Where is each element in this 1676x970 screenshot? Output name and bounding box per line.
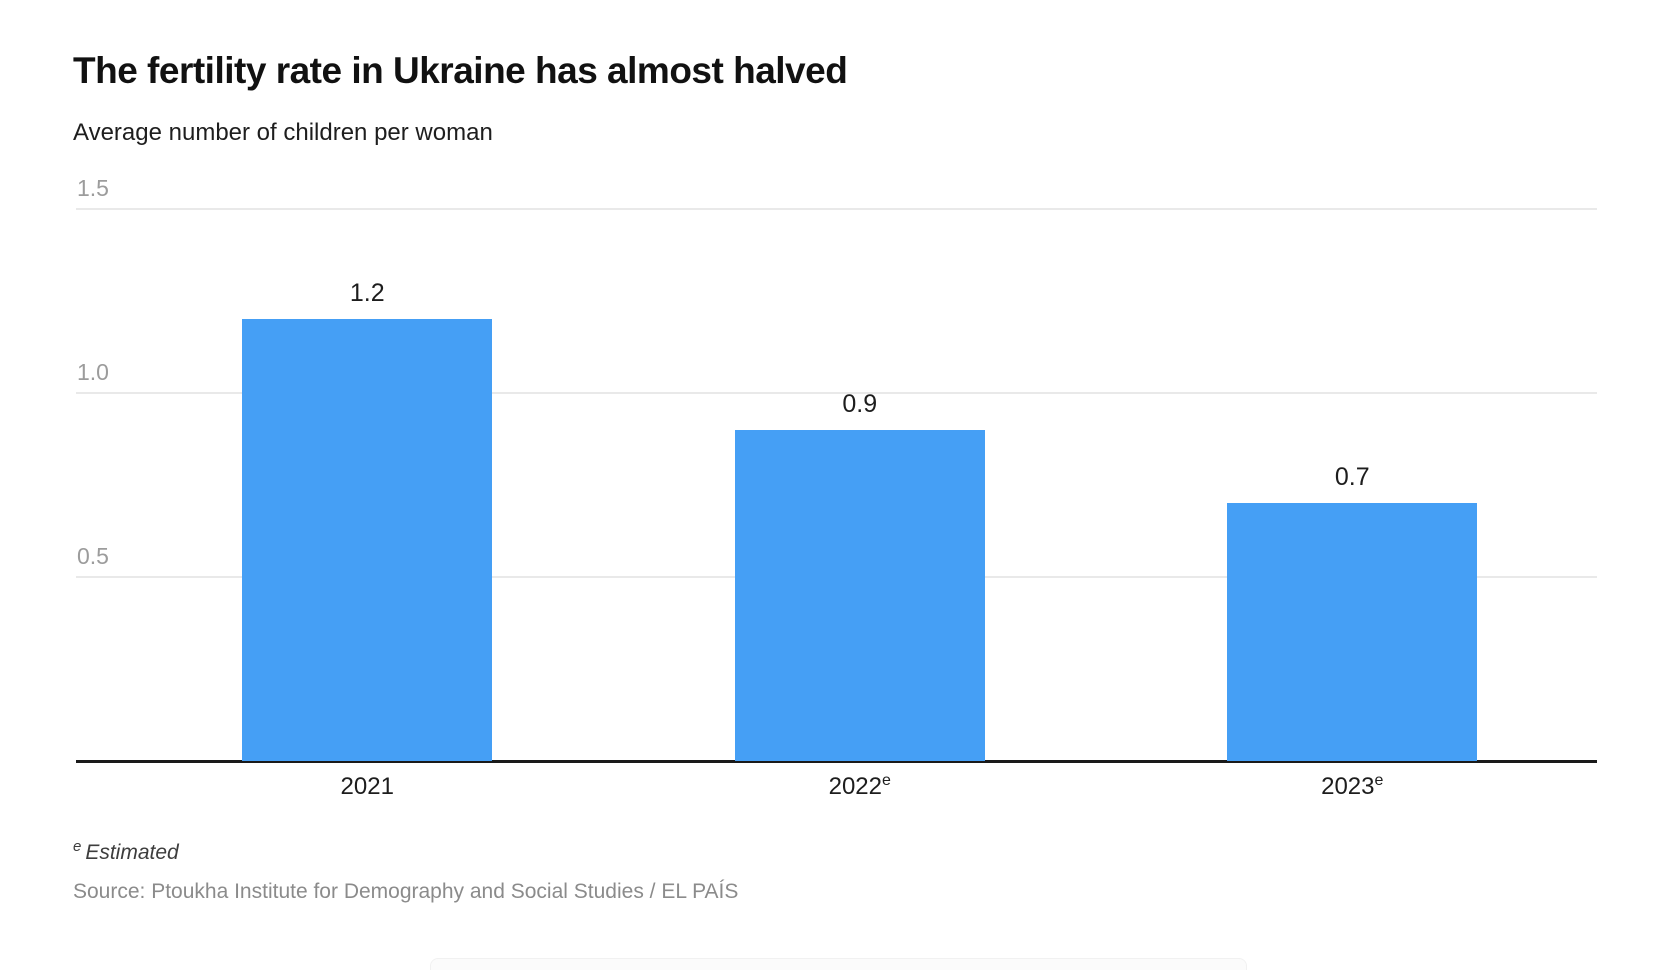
gridline — [76, 208, 1597, 210]
x-axis-label-2022: 2022e — [828, 772, 891, 801]
bar-2023 — [1227, 503, 1478, 761]
source-attribution: Source: Ptoukha Institute for Demography… — [73, 880, 739, 903]
footnote: e Estimated — [73, 838, 179, 865]
footnote-marker: e — [73, 838, 82, 855]
y-axis-tick-label: 1.0 — [77, 359, 109, 385]
bottom-edge-artifact — [430, 958, 1247, 970]
bar-value-label: 1.2 — [349, 279, 385, 308]
bar-value-label: 0.7 — [1334, 463, 1370, 492]
bar-value-label: 0.9 — [842, 389, 878, 418]
y-axis-tick-label: 1.5 — [77, 175, 109, 201]
bar-2021 — [242, 319, 493, 761]
gridline — [76, 392, 1597, 394]
x-axis-label-2023: 2023e — [1321, 772, 1384, 801]
estimated-superscript: e — [1374, 772, 1384, 789]
chart-title: The fertility rate in Ukraine has almost… — [73, 50, 848, 91]
x-axis-line — [76, 760, 1597, 763]
footnote-text: Estimated — [85, 841, 179, 864]
chart-subtitle: Average number of children per woman — [73, 119, 493, 146]
estimated-superscript: e — [881, 772, 891, 789]
bar-2022 — [734, 429, 985, 761]
y-axis-tick-label: 0.5 — [77, 543, 109, 569]
x-axis-label-2021: 2021 — [340, 773, 394, 800]
